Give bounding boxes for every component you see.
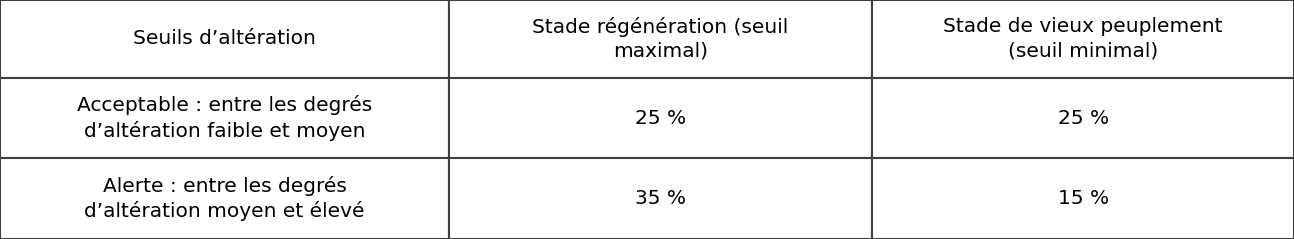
Text: Stade de vieux peuplement
(seuil minimal): Stade de vieux peuplement (seuil minimal…: [943, 17, 1223, 60]
Text: 25 %: 25 %: [635, 109, 686, 127]
Text: Seuils d’altération: Seuils d’altération: [133, 29, 316, 48]
Bar: [0, 78, 449, 158]
Text: Acceptable : entre les degrés
d’altération faible et moyen: Acceptable : entre les degrés d’altérati…: [76, 95, 373, 141]
Bar: [872, 78, 1294, 158]
Bar: [0, 158, 449, 239]
Bar: [449, 158, 872, 239]
Bar: [872, 0, 1294, 78]
Text: 35 %: 35 %: [635, 189, 686, 208]
Bar: [449, 0, 872, 78]
Bar: [449, 78, 872, 158]
Bar: [872, 158, 1294, 239]
Bar: [0, 0, 449, 78]
Text: 25 %: 25 %: [1057, 109, 1109, 127]
Text: 15 %: 15 %: [1057, 189, 1109, 208]
Text: Stade régénération (seuil
maximal): Stade régénération (seuil maximal): [532, 17, 789, 61]
Text: Alerte : entre les degrés
d’altération moyen et élevé: Alerte : entre les degrés d’altération m…: [84, 176, 365, 222]
